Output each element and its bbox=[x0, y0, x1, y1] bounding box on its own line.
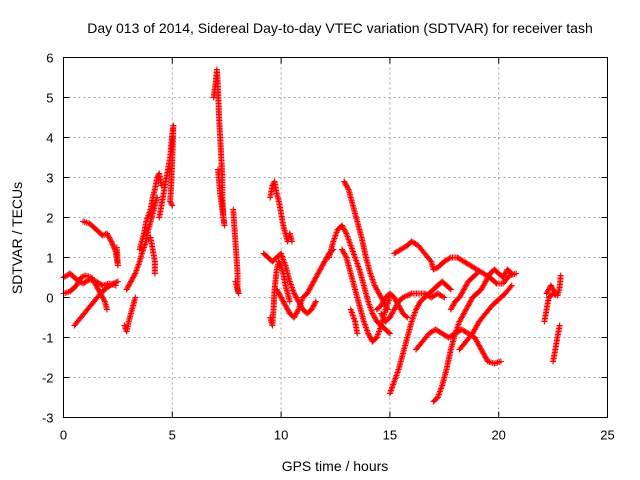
data-point-marker bbox=[110, 242, 117, 249]
data-point-marker bbox=[508, 282, 515, 289]
x-tick-label: 25 bbox=[600, 428, 614, 443]
data-point-marker bbox=[288, 238, 295, 245]
data-point-marker bbox=[169, 202, 176, 209]
data-point-marker bbox=[552, 290, 559, 297]
y-tick-label: 6 bbox=[46, 51, 53, 66]
data-point-marker bbox=[507, 283, 514, 290]
data-point-marker bbox=[232, 278, 239, 285]
data-series bbox=[60, 66, 564, 405]
x-tick-labels: 0 5 10 15 20 25 bbox=[60, 428, 615, 443]
data-point-marker bbox=[108, 239, 115, 246]
data-point-marker bbox=[472, 271, 479, 278]
data-point-marker bbox=[497, 358, 504, 365]
data-point-marker bbox=[168, 201, 175, 208]
x-tick-label: 15 bbox=[383, 428, 397, 443]
x-axis-title: GPS time / hours bbox=[282, 458, 389, 474]
series-arc-09 bbox=[156, 122, 177, 221]
series-arc-20 bbox=[378, 290, 448, 325]
y-tick-label: 5 bbox=[46, 91, 53, 106]
data-point-marker bbox=[473, 270, 480, 277]
data-point-marker bbox=[109, 241, 116, 248]
data-point-marker bbox=[114, 278, 121, 285]
series-arc-23 bbox=[391, 238, 520, 287]
data-point-marker bbox=[551, 289, 558, 296]
data-point-marker bbox=[386, 330, 393, 337]
data-point-marker bbox=[403, 313, 410, 320]
series-arc-05 bbox=[121, 294, 139, 335]
series-arc-08 bbox=[147, 234, 158, 277]
data-point-marker bbox=[342, 229, 349, 236]
y-tick-label: 1 bbox=[46, 251, 53, 266]
series-arc-21 bbox=[386, 278, 454, 397]
series-arc-15 bbox=[273, 246, 337, 321]
data-point-marker bbox=[104, 306, 111, 313]
data-point-marker bbox=[557, 272, 564, 279]
x-tick-label: 20 bbox=[491, 428, 505, 443]
data-point-marker bbox=[312, 299, 319, 306]
y-tick-label: -2 bbox=[42, 371, 54, 386]
y-tick-labels: -3 -2 -1 0 1 2 3 4 5 6 bbox=[42, 51, 54, 426]
y-tick-label: 4 bbox=[46, 131, 53, 146]
data-point-marker bbox=[556, 322, 563, 329]
series-arc-14 bbox=[267, 178, 295, 245]
data-point-marker bbox=[441, 294, 448, 301]
y-tick-label: -1 bbox=[42, 331, 54, 346]
data-point-marker bbox=[214, 166, 221, 173]
data-point-marker bbox=[446, 285, 453, 292]
data-point-marker bbox=[354, 330, 361, 337]
data-point-marker bbox=[131, 271, 138, 278]
plot-frame bbox=[63, 57, 608, 418]
y-tick-label: 0 bbox=[46, 291, 53, 306]
data-point-marker bbox=[404, 314, 411, 321]
data-point-marker bbox=[383, 305, 390, 312]
series-arc-25 bbox=[430, 266, 515, 405]
y-tick-label: -3 bbox=[42, 411, 54, 426]
data-point-marker bbox=[439, 293, 446, 300]
data-point-marker bbox=[151, 270, 158, 277]
data-point-marker bbox=[342, 253, 349, 260]
series-arc-06 bbox=[123, 194, 161, 293]
data-point-marker bbox=[107, 237, 114, 244]
y-tick-label: 3 bbox=[46, 171, 53, 186]
data-point-marker bbox=[167, 199, 174, 206]
data-point-marker bbox=[446, 255, 453, 262]
series-arc-13 bbox=[260, 250, 319, 317]
x-tick-label: 0 bbox=[60, 428, 67, 443]
series-arc-28 bbox=[541, 272, 564, 325]
data-point-marker bbox=[286, 298, 293, 305]
series-arc-27 bbox=[456, 282, 515, 353]
series-arc-29 bbox=[543, 282, 559, 297]
chart-title: Day 013 of 2014, Sidereal Day-to-day VTE… bbox=[87, 20, 593, 36]
series-arc-26 bbox=[447, 270, 480, 313]
series-arc-04 bbox=[80, 218, 121, 269]
data-point-marker bbox=[108, 238, 115, 245]
y-axis-title: SDTVAR / TECUs bbox=[9, 182, 25, 294]
series-arc-30 bbox=[550, 322, 563, 365]
data-point-marker bbox=[384, 306, 391, 313]
series-arc-10 bbox=[210, 66, 228, 229]
data-point-marker bbox=[101, 297, 108, 304]
data-point-marker bbox=[492, 279, 499, 286]
x-tick-label: 10 bbox=[274, 428, 288, 443]
series-arc-03 bbox=[71, 278, 121, 329]
data-point-marker bbox=[132, 294, 139, 301]
series-arc-17 bbox=[339, 246, 393, 345]
series-arc-11 bbox=[230, 206, 242, 297]
data-point-marker bbox=[344, 185, 351, 192]
series-arc-22 bbox=[373, 290, 411, 321]
series-arc-02 bbox=[60, 272, 111, 313]
data-point-marker bbox=[294, 307, 301, 314]
y-tick-label: 2 bbox=[46, 211, 53, 226]
x-tick-label: 5 bbox=[169, 428, 176, 443]
data-point-marker bbox=[385, 329, 392, 336]
series-arc-07 bbox=[136, 170, 165, 253]
data-point-marker bbox=[507, 269, 514, 276]
data-point-marker bbox=[508, 270, 515, 277]
data-point-marker bbox=[113, 244, 120, 251]
series-arc-19 bbox=[347, 306, 361, 337]
data-point-marker bbox=[447, 286, 454, 293]
data-point-marker bbox=[312, 298, 319, 305]
